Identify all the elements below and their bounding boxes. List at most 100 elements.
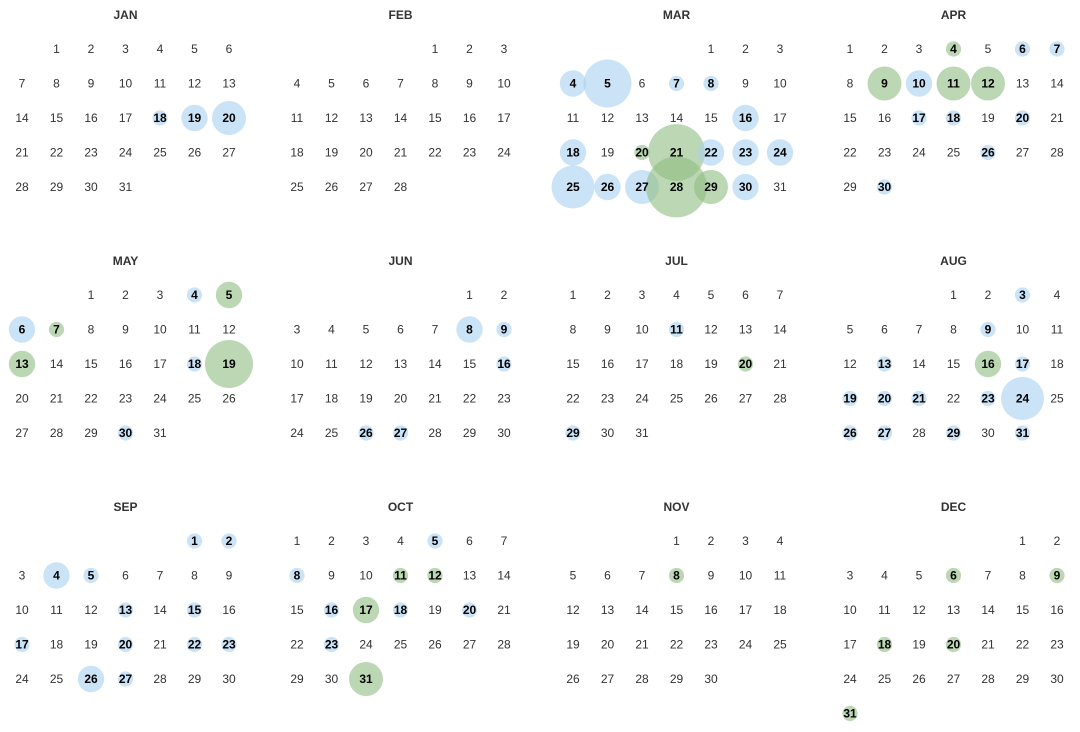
day-label: 26 — [428, 638, 442, 652]
month-title: JAN — [113, 8, 137, 22]
bubble — [876, 390, 893, 407]
day-label: 16 — [119, 357, 133, 371]
bubble — [876, 356, 893, 372]
day-label: 20 — [119, 638, 133, 652]
day-label: 6 — [19, 323, 26, 337]
day-label: 30 — [981, 426, 995, 440]
day-label: 16 — [84, 111, 98, 125]
day-label: 4 — [673, 288, 680, 302]
day-label: 11 — [154, 77, 167, 91]
day-label: 2 — [1054, 534, 1061, 548]
bubble — [980, 390, 996, 407]
bubble — [352, 596, 380, 624]
bubble — [496, 321, 512, 338]
bubble — [456, 316, 483, 343]
day-label: 5 — [328, 77, 335, 91]
day-label: 21 — [497, 603, 511, 617]
bubble — [842, 705, 858, 722]
day-label: 26 — [601, 180, 615, 194]
bubble — [911, 390, 927, 407]
day-label: 4 — [1054, 288, 1061, 302]
day-label: 29 — [188, 672, 202, 686]
day-label: 26 — [566, 672, 580, 686]
day-label: 17 — [843, 638, 857, 652]
bubble — [971, 66, 1005, 101]
bubble — [703, 75, 719, 92]
day-label: 21 — [153, 638, 167, 652]
day-label: 6 — [604, 569, 611, 583]
month-title: JUL — [665, 254, 688, 268]
day-label: 13 — [878, 357, 892, 371]
day-label: 5 — [708, 288, 715, 302]
day-label: 19 — [981, 111, 995, 125]
day-label: 15 — [50, 111, 64, 125]
bubble — [14, 636, 30, 653]
day-label: 28 — [15, 180, 29, 194]
day-label: 18 — [188, 357, 202, 371]
day-label: 31 — [153, 426, 167, 440]
day-label: 4 — [191, 288, 198, 302]
month-title: DEC — [941, 500, 967, 514]
bubble — [1049, 567, 1065, 584]
day-label: 29 — [704, 180, 718, 194]
bubble — [392, 567, 409, 584]
day-label: 20 — [1016, 111, 1030, 125]
day-label: 4 — [157, 42, 164, 56]
day-label: 24 — [773, 146, 787, 160]
day-label: 12 — [843, 357, 857, 371]
bubble — [461, 602, 478, 618]
day-label: 28 — [912, 426, 926, 440]
day-label: 9 — [501, 323, 508, 337]
bubble — [594, 173, 621, 201]
day-label: 10 — [153, 323, 167, 337]
day-label: 24 — [912, 146, 926, 160]
day-label: 1 — [570, 288, 577, 302]
day-label: 6 — [639, 77, 646, 91]
bubble — [1014, 110, 1031, 126]
day-label: 14 — [50, 357, 64, 371]
day-label: 12 — [188, 77, 202, 91]
bubble — [186, 636, 203, 653]
bubble — [181, 104, 208, 132]
day-label: 9 — [1054, 569, 1061, 583]
bubble — [117, 671, 134, 687]
day-label: 18 — [290, 146, 304, 160]
day-label: 26 — [704, 392, 718, 406]
bubble — [117, 425, 134, 441]
bubble — [842, 390, 858, 407]
day-label: 1 — [950, 288, 957, 302]
bubble — [634, 144, 650, 161]
day-label: 19 — [912, 638, 926, 652]
day-label: 19 — [84, 638, 98, 652]
day-label: 6 — [363, 77, 370, 91]
bubble — [980, 144, 996, 161]
day-label: 23 — [325, 638, 339, 652]
day-label: 2 — [985, 288, 992, 302]
day-label: 15 — [947, 357, 961, 371]
month-title: MAY — [113, 254, 139, 268]
bubble — [668, 75, 685, 92]
day-label: 6 — [466, 534, 473, 548]
day-label: 24 — [153, 392, 167, 406]
day-label: 7 — [432, 323, 439, 337]
bubble — [392, 425, 409, 441]
day-label: 21 — [428, 392, 442, 406]
day-label: 20 — [359, 146, 373, 160]
day-label: 16 — [325, 603, 339, 617]
bubble — [694, 170, 728, 204]
bubble — [117, 636, 134, 653]
day-label: 12 — [222, 323, 236, 337]
day-label: 24 — [359, 638, 373, 652]
day-label: 25 — [325, 426, 339, 440]
day-label: 26 — [981, 146, 995, 160]
day-label: 4 — [328, 323, 335, 337]
bubble — [766, 139, 794, 166]
day-label: 20 — [222, 111, 236, 125]
day-label: 1 — [673, 534, 680, 548]
bubble — [1014, 356, 1031, 372]
day-label: 16 — [463, 111, 477, 125]
day-label: 19 — [704, 357, 718, 371]
day-label: 9 — [122, 323, 129, 337]
bubble — [945, 110, 962, 126]
bubble — [1014, 425, 1031, 441]
